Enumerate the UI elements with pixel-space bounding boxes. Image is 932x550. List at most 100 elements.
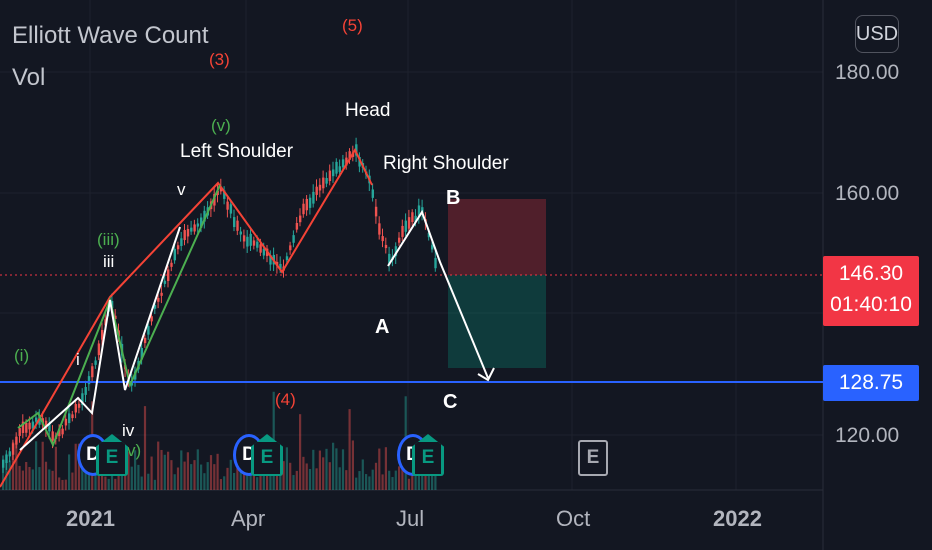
volume-bar — [74, 443, 77, 490]
volume-bar — [223, 476, 226, 490]
volume-bar — [335, 448, 338, 490]
time-tick: 2021 — [66, 506, 115, 531]
candle — [292, 235, 295, 243]
candle — [381, 236, 384, 242]
volume-bar — [150, 456, 153, 490]
time-tick: 2022 — [713, 506, 762, 531]
volume-bar — [209, 455, 213, 490]
volume-bar — [68, 454, 71, 490]
volume-bar — [200, 464, 203, 490]
volume-bar — [140, 476, 143, 490]
wave-line-green — [17, 184, 221, 448]
earnings-badge[interactable]: E — [251, 434, 283, 476]
candle — [186, 228, 190, 237]
earnings-badge-letter: E — [254, 442, 280, 474]
candle — [28, 422, 31, 430]
wave-label: v) — [127, 441, 142, 460]
candle — [348, 151, 351, 160]
volume-bar — [120, 463, 123, 490]
candle — [398, 237, 401, 243]
volume-bar — [351, 440, 354, 490]
wave-label: (iii) — [97, 230, 120, 249]
volume-bar — [279, 471, 282, 490]
volume-bar — [41, 441, 44, 490]
volume-bar — [193, 460, 196, 490]
volume-bar — [216, 453, 219, 490]
candle — [233, 217, 236, 228]
volume-bar — [114, 478, 117, 490]
candle — [48, 424, 51, 432]
volume-bar — [398, 466, 401, 490]
volume-bar — [137, 464, 140, 490]
candle — [8, 451, 11, 457]
volume-bar — [186, 452, 189, 490]
candle — [91, 366, 94, 378]
candle — [262, 248, 266, 256]
candle — [68, 413, 71, 424]
candle — [183, 230, 186, 241]
volume-bar — [282, 461, 285, 490]
volume-bar — [64, 479, 67, 490]
candle — [5, 454, 8, 464]
candle — [434, 257, 437, 269]
volume-bar — [110, 463, 114, 490]
volume-bar — [51, 470, 54, 490]
volume-bar — [203, 473, 206, 490]
candle — [407, 217, 411, 229]
wave-label: i — [76, 350, 80, 369]
volume-bar — [84, 462, 87, 490]
candle — [150, 316, 153, 322]
candle — [401, 225, 404, 237]
candle — [328, 170, 332, 182]
volume-bar — [332, 442, 335, 490]
candle — [160, 292, 163, 296]
volume-bar — [117, 470, 120, 490]
volume-bar — [305, 463, 308, 490]
time-tick: Apr — [231, 506, 266, 531]
volume-bar — [213, 464, 216, 490]
candle — [110, 300, 114, 309]
left-shoulder-label: Left Shoulder — [180, 141, 294, 162]
wave-line-red — [0, 147, 373, 488]
volume-bar — [361, 459, 364, 490]
bar-countdown: 01:40:10 — [830, 293, 912, 316]
earnings-badge-letter: E — [415, 442, 441, 474]
projection-line-white — [387, 209, 489, 379]
volume-bar — [104, 476, 107, 490]
wave-label: (3) — [209, 50, 230, 69]
volume-bar — [173, 474, 176, 490]
level-price-label: 128.75 — [823, 365, 919, 401]
wave-label: iv — [122, 421, 135, 440]
time-tick: Jul — [396, 506, 425, 531]
chart-title: Elliott Wave Count — [12, 22, 209, 49]
candle — [51, 431, 54, 441]
volume-bar — [190, 464, 193, 490]
currency-button[interactable]: USD — [855, 15, 899, 53]
candle — [394, 246, 398, 257]
volume-bar — [18, 465, 21, 490]
volume-bar — [348, 409, 351, 490]
upcoming-earnings-badge[interactable]: E — [578, 440, 608, 476]
volume-bar — [167, 451, 170, 490]
candle — [335, 161, 338, 174]
candle — [18, 428, 21, 436]
volume-bar — [381, 474, 384, 490]
candle — [11, 443, 15, 455]
volume-bar — [308, 468, 312, 490]
volume-bar — [127, 451, 130, 490]
volume-bar — [97, 472, 100, 490]
candle — [374, 206, 378, 217]
candle — [97, 343, 101, 356]
volume-bar — [252, 473, 255, 490]
candle — [101, 330, 104, 340]
candle — [140, 347, 143, 360]
volume-bar — [124, 468, 127, 490]
point-c-label: C — [443, 391, 458, 413]
candle — [246, 236, 249, 247]
volume-bar — [160, 449, 163, 490]
volume-bar — [44, 461, 48, 490]
candle — [157, 298, 160, 302]
volume-bar — [358, 471, 361, 490]
volume-bar — [58, 477, 61, 490]
